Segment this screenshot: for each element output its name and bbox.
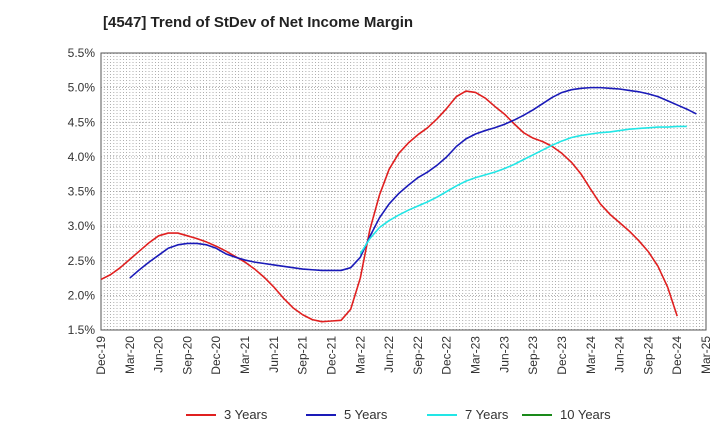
x-tick-label: Dec-24 [670, 336, 684, 375]
plot-frame [100, 52, 707, 331]
x-tick-label: Jun-22 [382, 336, 396, 373]
legend-item-7-years: 7 Years [427, 407, 509, 422]
y-tick-label: 1.5% [68, 323, 96, 337]
x-tick-label: Mar-25 [699, 336, 713, 374]
x-tick-label: Mar-22 [353, 336, 367, 374]
y-tick-label: 2.0% [68, 288, 96, 302]
legend-label: 10 Years [560, 407, 611, 422]
legend-label: 5 Years [344, 407, 388, 422]
x-tick-label: Dec-19 [94, 336, 108, 375]
x-tick-label: Sep-23 [526, 336, 540, 375]
x-tick-label: Mar-24 [584, 336, 598, 374]
x-tick-label: Dec-20 [209, 336, 223, 375]
y-tick-label: 5.0% [68, 81, 96, 95]
legend-item-10-years: 10 Years [522, 407, 611, 422]
legend-item-5-years: 5 Years [306, 407, 388, 422]
y-tick-label: 4.0% [68, 150, 96, 164]
legend-label: 3 Years [224, 407, 268, 422]
x-tick-label: Jun-24 [613, 336, 627, 373]
x-tick-label: Jun-20 [152, 336, 166, 373]
series-line-3-years [100, 90, 678, 323]
y-tick-label: 3.5% [68, 185, 96, 199]
x-tick-label: Sep-21 [296, 336, 310, 375]
x-tick-label: Dec-22 [440, 336, 454, 375]
y-tick-label: 3.0% [68, 219, 96, 233]
x-tick-label: Mar-23 [469, 336, 483, 374]
x-tick-label: Sep-24 [641, 336, 655, 375]
x-tick-label: Dec-21 [324, 336, 338, 375]
legend-label: 7 Years [465, 407, 509, 422]
x-tick-label: Mar-20 [123, 336, 137, 374]
x-tick-label: Sep-22 [411, 336, 425, 375]
x-tick-label: Jun-21 [267, 336, 281, 373]
y-tick-label: 2.5% [68, 254, 96, 268]
series-line-5-years [129, 86, 697, 279]
legend-item-3-years: 3 Years [186, 407, 268, 422]
x-tick-label: Mar-21 [238, 336, 252, 374]
x-tick-label: Sep-20 [180, 336, 194, 375]
series-line-7-years [359, 125, 687, 255]
x-tick-label: Dec-23 [555, 336, 569, 375]
y-tick-label: 5.5% [68, 46, 96, 60]
x-tick-label: Jun-23 [497, 336, 511, 373]
y-tick-label: 4.5% [68, 115, 96, 129]
chart-title: [4547] Trend of StDev of Net Income Marg… [103, 14, 414, 31]
